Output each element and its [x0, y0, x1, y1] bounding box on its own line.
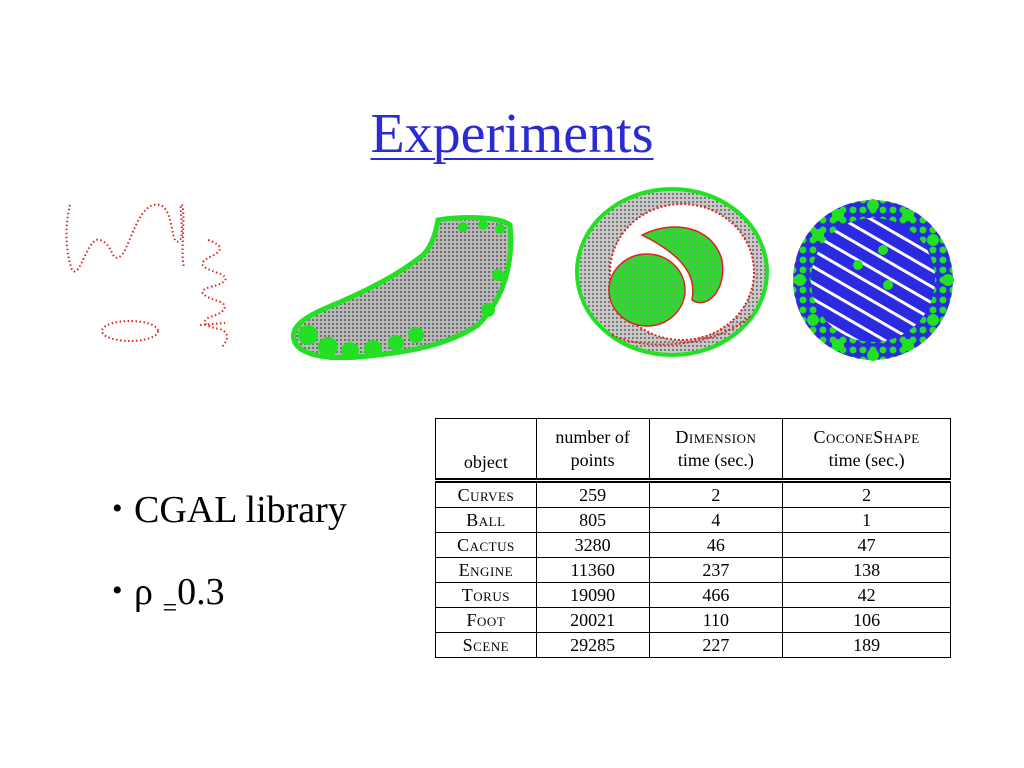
- results-table: object number of points Dimension time (se…: [435, 418, 951, 658]
- foot-point-cloud-image: [290, 215, 514, 360]
- rho-equals: =: [162, 593, 178, 622]
- curves-point-cloud-image: [65, 203, 228, 348]
- slide-title: Experiments: [370, 103, 654, 165]
- cell-cocone-time: 42: [782, 582, 951, 608]
- table-row: Ball 805 4 1: [435, 507, 951, 533]
- cell-object: Curves: [435, 478, 537, 508]
- cell-dimension-time: 2: [648, 478, 784, 508]
- bullet-item-rho: • ρ =0.3: [112, 570, 225, 623]
- cell-object: Torus: [435, 582, 537, 608]
- header-number-of-points: number of points: [535, 418, 650, 481]
- bullet-icon: •: [112, 492, 123, 525]
- torus-point-cloud-image: [575, 187, 769, 357]
- header-object: object: [435, 418, 537, 481]
- cell-cocone-time: 47: [782, 532, 951, 558]
- cell-dimension-time: 46: [648, 532, 784, 558]
- cell-points: 259: [535, 478, 650, 508]
- cell-dimension-time: 110: [648, 607, 784, 633]
- cell-object: Ball: [435, 507, 537, 533]
- header-coconeshape-time: CoconeShape time (sec.): [782, 418, 951, 481]
- cell-object: Scene: [435, 632, 537, 658]
- cell-dimension-time: 227: [648, 632, 784, 658]
- cell-points: 29285: [535, 632, 650, 658]
- ball-point-cloud-image: [793, 199, 954, 361]
- rho-symbol: ρ: [134, 571, 153, 613]
- cell-cocone-time: 189: [782, 632, 951, 658]
- bullet-icon: •: [112, 574, 123, 607]
- cell-cocone-time: 2: [782, 478, 951, 508]
- table-row: Curves 259 2 2: [435, 478, 951, 508]
- rho-value: 0.3: [177, 571, 225, 613]
- cell-dimension-time: 4: [648, 507, 784, 533]
- header-dimension-time: Dimension time (sec.): [648, 418, 784, 481]
- cell-dimension-time: 466: [648, 582, 784, 608]
- cell-object: Cactus: [435, 532, 537, 558]
- cell-cocone-time: 138: [782, 557, 951, 583]
- bullet-text: CGAL library: [134, 489, 347, 531]
- table-header-row: object number of points Dimension time (se…: [435, 418, 951, 481]
- cell-object: Engine: [435, 557, 537, 583]
- cell-points: 805: [535, 507, 650, 533]
- cell-cocone-time: 106: [782, 607, 951, 633]
- cell-points: 3280: [535, 532, 650, 558]
- table-row: Torus 19090 466 42: [435, 582, 951, 608]
- cell-cocone-time: 1: [782, 507, 951, 533]
- cell-points: 11360: [535, 557, 650, 583]
- bullet-item-cgal: • CGAL library: [112, 488, 347, 532]
- table-row: Scene 29285 227 189: [435, 632, 951, 658]
- cell-points: 19090: [535, 582, 650, 608]
- cell-object: Foot: [435, 607, 537, 633]
- cell-points: 20021: [535, 607, 650, 633]
- table-row: Foot 20021 110 106: [435, 607, 951, 633]
- table-row: Cactus 3280 46 47: [435, 532, 951, 558]
- table-row: Engine 11360 237 138: [435, 557, 951, 583]
- cell-dimension-time: 237: [648, 557, 784, 583]
